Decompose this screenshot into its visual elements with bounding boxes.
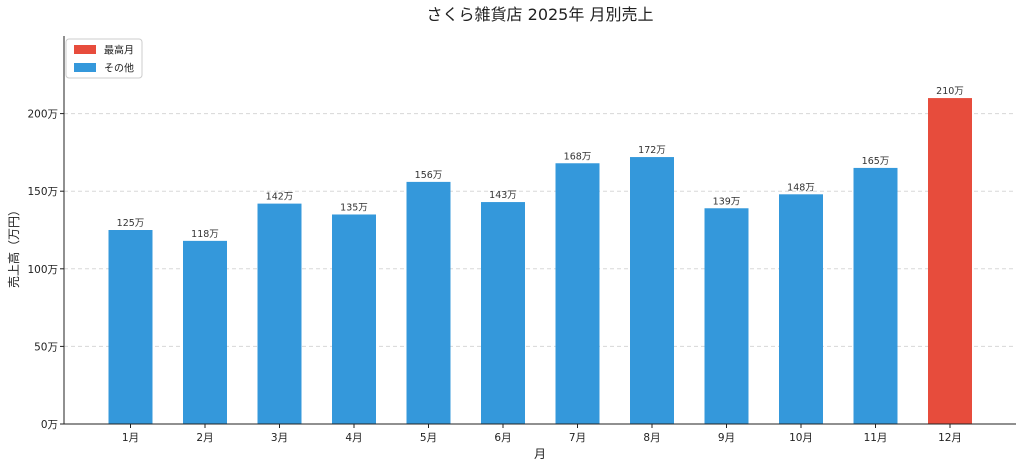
legend-swatch-highest xyxy=(74,45,96,54)
x-tick-label: 2月 xyxy=(196,432,213,444)
y-tick-label: 50万 xyxy=(34,341,58,353)
x-tick-label: 6月 xyxy=(494,432,511,444)
x-tick-label: 3月 xyxy=(271,432,288,444)
x-tick-label: 8月 xyxy=(643,432,660,444)
chart-title: さくら雑貨店 2025年 月別売上 xyxy=(427,5,654,24)
y-axis-label: 売上高（万円） xyxy=(6,204,21,288)
bar-7月 xyxy=(555,163,600,424)
data-label: 139万 xyxy=(713,196,741,207)
y-tick-label: 100万 xyxy=(27,264,58,276)
y-tick-label: 150万 xyxy=(27,186,58,198)
x-tick-label: 9月 xyxy=(718,432,735,444)
bar-3月 xyxy=(257,203,302,424)
legend: 最高月 その他 xyxy=(65,38,143,79)
bar-8月 xyxy=(630,157,674,424)
data-label: 118万 xyxy=(191,229,219,240)
x-tick-label: 12月 xyxy=(938,432,962,444)
bar-4月 xyxy=(332,214,376,424)
x-tick-label: 11月 xyxy=(864,432,888,444)
data-label: 168万 xyxy=(564,151,592,162)
y-tick-label: 200万 xyxy=(27,109,58,121)
data-label: 125万 xyxy=(117,218,145,229)
bars xyxy=(108,98,972,425)
x-tick-label: 4月 xyxy=(345,432,362,444)
data-label: 156万 xyxy=(415,170,443,181)
x-tick-label: 10月 xyxy=(789,432,813,444)
x-tick-label: 5月 xyxy=(420,432,437,444)
y-tick-label: 0万 xyxy=(41,419,58,431)
bar-9月 xyxy=(704,208,749,424)
x-tick-label: 1月 xyxy=(122,432,139,444)
legend-swatch-other xyxy=(74,63,96,72)
bar-12月 xyxy=(928,98,972,424)
bar-5月 xyxy=(406,181,451,424)
data-label: 148万 xyxy=(787,182,815,193)
data-label: 142万 xyxy=(266,192,294,203)
data-label: 165万 xyxy=(862,156,890,167)
bar-6月 xyxy=(481,202,525,424)
bar-11月 xyxy=(853,167,898,425)
bar-2月 xyxy=(183,240,227,424)
bar-10月 xyxy=(779,194,823,424)
y-ticks: 0万 50万 100万 150万 200万 xyxy=(27,109,64,431)
data-label: 210万 xyxy=(936,86,964,97)
data-labels: 125万 118万 142万 135万 156万 143万 168万 172万 139万 148万… xyxy=(117,86,964,240)
data-label: 135万 xyxy=(340,202,368,213)
bar-1月 xyxy=(108,230,153,424)
legend-label-other: その他 xyxy=(104,62,134,75)
x-ticks: 1月 2月 3月 4月 5月 6月 7月 8月 9月 10月 11月 12月 xyxy=(122,424,962,444)
data-label: 143万 xyxy=(489,190,517,201)
data-label: 172万 xyxy=(638,145,666,156)
x-tick-label: 7月 xyxy=(569,432,586,444)
x-axis-label: 月 xyxy=(534,447,546,461)
legend-label-highest: 最高月 xyxy=(104,44,134,57)
